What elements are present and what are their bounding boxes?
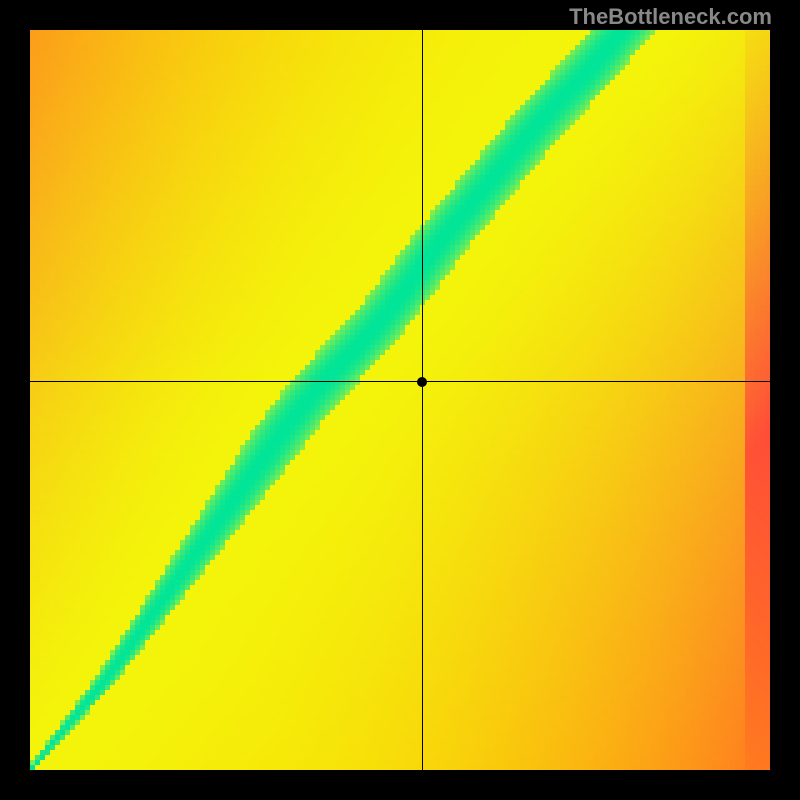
watermark-text: TheBottleneck.com (569, 4, 772, 30)
crosshair-marker (417, 377, 427, 387)
crosshair-vertical (422, 30, 423, 770)
heatmap-canvas (30, 30, 770, 770)
crosshair-horizontal (30, 381, 770, 382)
chart-root: { "image": { "width_px": 800, "height_px… (0, 0, 800, 800)
